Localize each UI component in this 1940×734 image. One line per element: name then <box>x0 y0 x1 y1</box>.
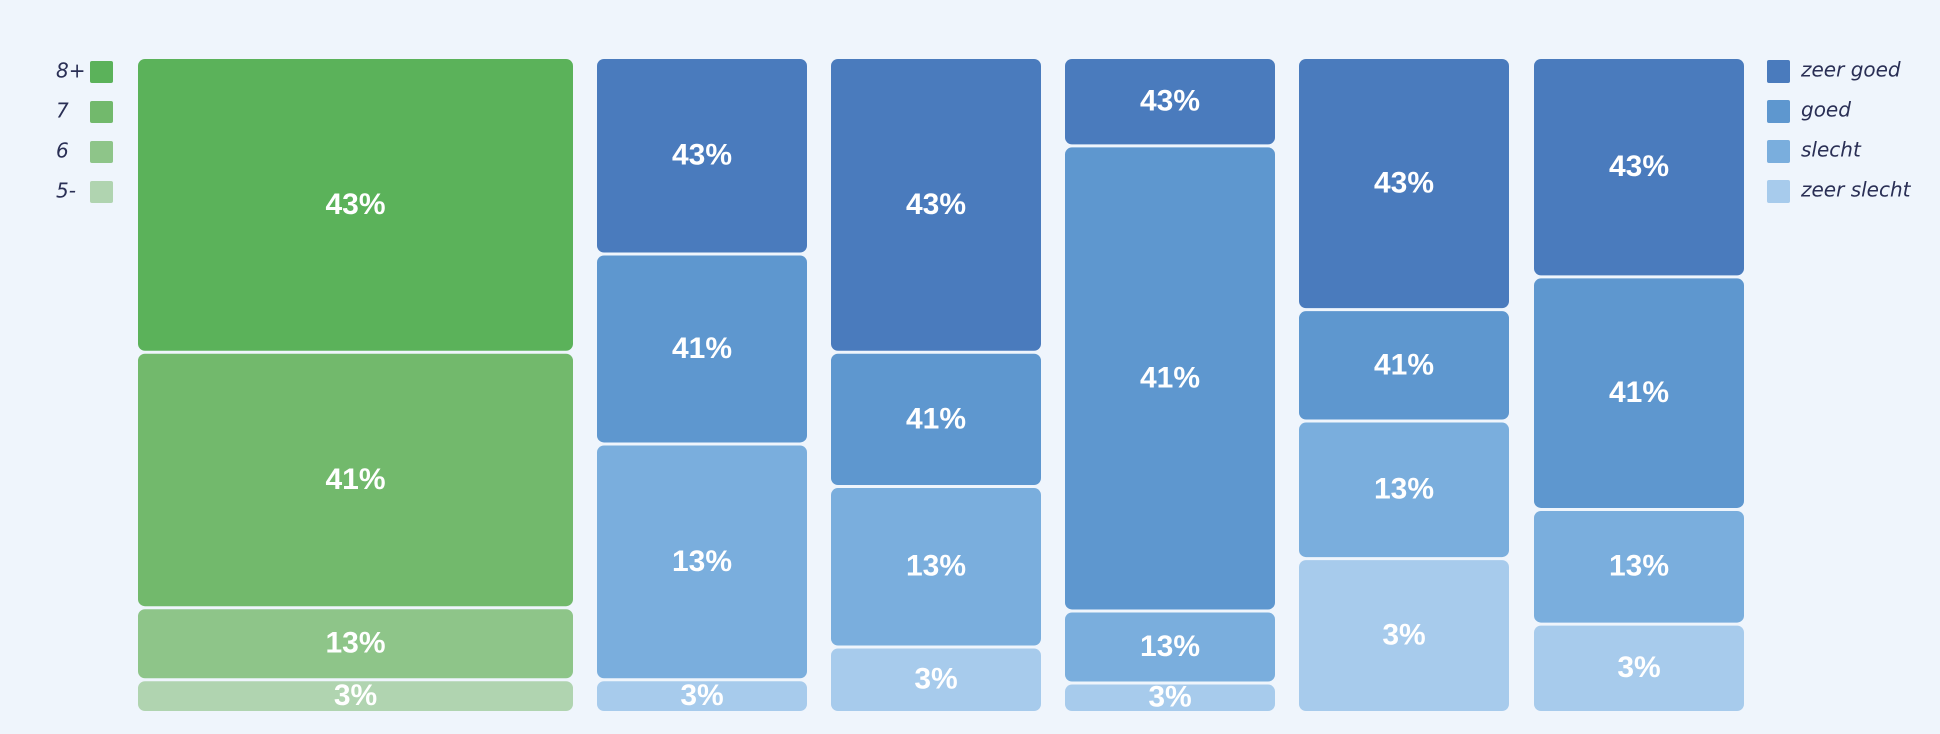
bar-1-segment-4-label: 3% <box>334 679 377 712</box>
bar-5-segment-1-label: 43% <box>1374 167 1434 200</box>
bar-6-segment-2-label: 41% <box>1609 376 1669 409</box>
rating-legend-swatch <box>1767 100 1790 123</box>
bar-1: 43% 41% 13% 3% <box>138 59 573 712</box>
bar-5: 43% 41% 13% 3% <box>1299 59 1509 711</box>
bar-3-segment-4-label: 3% <box>914 663 957 696</box>
bar-4-segment-3 <box>1065 612 1275 682</box>
bar-6-segment-4 <box>1534 625 1744 711</box>
bar-6: 43% 41% 13% 3% <box>1534 59 1744 711</box>
bar-1-segment-1-label: 43% <box>325 188 385 221</box>
grade-legend-label: 8+ <box>56 59 85 83</box>
bar-3-segment-1-label: 43% <box>906 188 966 221</box>
bar-6-segment-3 <box>1534 510 1744 623</box>
rating-legend-swatch <box>1767 60 1790 83</box>
bar-2-segment-3-label: 13% <box>672 545 732 578</box>
bar-1-segment-2 <box>138 353 573 607</box>
bar-2-segment-2 <box>597 255 807 443</box>
bar-2: 43% 41% 13% 3% <box>597 59 807 712</box>
bar-6-segment-1 <box>1534 59 1744 276</box>
bar-5-segment-3 <box>1299 422 1509 558</box>
bar-4-segment-4-label: 3% <box>1148 681 1191 714</box>
bar-4-segment-1-label: 43% <box>1140 85 1200 118</box>
bar-1-segment-2-label: 41% <box>325 463 385 496</box>
bar-3-segment-2 <box>831 353 1041 486</box>
bar-2-segment-1 <box>597 59 807 253</box>
bar-5-segment-4 <box>1299 560 1509 711</box>
grade-legend: 8+ 7 6 5- <box>56 59 113 203</box>
bar-4-segment-2 <box>1065 147 1275 610</box>
bar-2-segment-2-label: 41% <box>672 332 732 365</box>
bar-3: 43% 41% 13% 3% <box>831 59 1041 711</box>
bar-6-segment-1-label: 43% <box>1609 150 1669 183</box>
bar-4: 43% 41% 13% 3% <box>1065 59 1275 714</box>
bar-5-segment-2-label: 41% <box>1374 348 1434 381</box>
bar-4-segment-3-label: 13% <box>1140 630 1200 663</box>
bar-4-segment-1 <box>1065 59 1275 145</box>
bar-6-segment-3-label: 13% <box>1609 550 1669 583</box>
rating-legend: zeer goed goed slecht zeer slecht <box>1767 58 1912 203</box>
bar-3-segment-4 <box>831 648 1041 711</box>
bar-1-segment-3 <box>138 609 573 679</box>
grade-legend-swatch <box>90 101 113 123</box>
bar-4-segment-2-label: 41% <box>1140 361 1200 394</box>
bar-3-segment-3-label: 13% <box>906 550 966 583</box>
rating-legend-swatch <box>1767 140 1790 163</box>
bar-5-segment-2 <box>1299 311 1509 420</box>
bar-2-segment-4-label: 3% <box>680 679 723 712</box>
bar-6-segment-4-label: 3% <box>1617 651 1660 684</box>
grade-legend-label: 7 <box>56 99 69 123</box>
rating-legend-swatch <box>1767 180 1790 203</box>
bar-5-segment-3-label: 13% <box>1374 473 1434 506</box>
rating-legend-label: zeer slecht <box>1800 178 1912 202</box>
bar-3-segment-2-label: 41% <box>906 402 966 435</box>
bar-3-segment-1 <box>831 59 1041 351</box>
bar-5-segment-1 <box>1299 59 1509 309</box>
bar-2-segment-4 <box>597 681 807 711</box>
rating-legend-label: zeer goed <box>1800 58 1901 82</box>
bar-1-segment-4 <box>138 681 573 711</box>
rating-legend-label: goed <box>1801 98 1851 122</box>
rating-legend-label: slecht <box>1801 138 1862 162</box>
grade-legend-swatch <box>90 141 113 163</box>
grade-legend-swatch <box>90 181 113 203</box>
grade-legend-label: 6 <box>56 139 69 163</box>
grade-legend-swatch <box>90 61 113 83</box>
bar-6-segment-2 <box>1534 278 1744 508</box>
bar-4-segment-4 <box>1065 684 1275 711</box>
bar-1-segment-1 <box>138 59 573 351</box>
bar-2-segment-1-label: 43% <box>672 139 732 172</box>
bars-group: 43% 41% 13% 3% 43% 41% 13% 3% 43% 41% 13% 3% 43% 41% 1… <box>138 59 1744 714</box>
bar-2-segment-3 <box>597 445 807 679</box>
bar-3-segment-3 <box>831 488 1041 646</box>
bar-1-segment-3-label: 13% <box>325 627 385 660</box>
bar-5-segment-4-label: 3% <box>1382 618 1425 651</box>
grade-legend-label: 5- <box>56 179 76 203</box>
